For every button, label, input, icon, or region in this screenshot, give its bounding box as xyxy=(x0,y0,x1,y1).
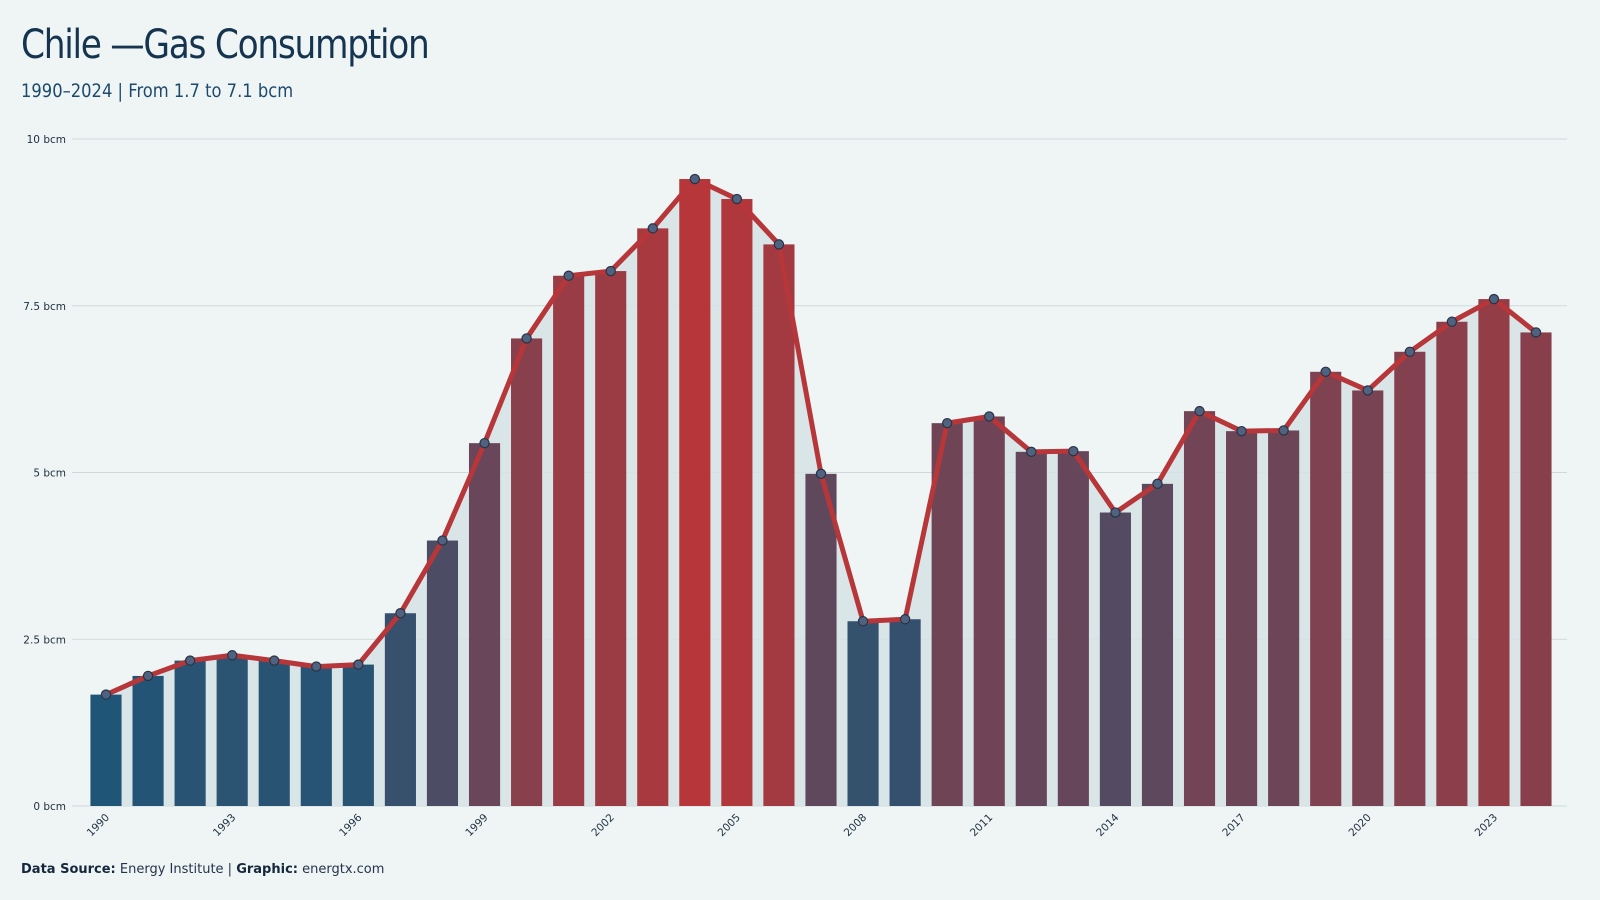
marker-1990 xyxy=(100,689,112,700)
bar-1995 xyxy=(300,666,332,806)
bar-2016 xyxy=(1183,411,1216,806)
x-tick-label: 1990 xyxy=(85,812,112,839)
bar-2008 xyxy=(847,621,879,806)
x-tick-label: 2002 xyxy=(589,812,616,839)
marker-2019 xyxy=(1320,366,1331,377)
marker-2000 xyxy=(521,333,532,344)
marker-2022 xyxy=(1446,316,1458,327)
bar-2013 xyxy=(1057,451,1089,806)
marker-1995 xyxy=(311,661,322,672)
bar-2023 xyxy=(1478,299,1510,806)
x-tick-label: 2008 xyxy=(842,812,869,839)
chart-subtitle: 1990–2024 | From 1.7 to 7.1 bcm xyxy=(21,80,294,102)
marker-1993 xyxy=(226,650,238,661)
marker-2006 xyxy=(773,239,785,250)
marker-2020 xyxy=(1362,385,1373,396)
marker-2010 xyxy=(941,417,953,429)
graphic-label: Graphic: xyxy=(236,862,298,877)
marker-2021 xyxy=(1404,346,1416,357)
marker-2024 xyxy=(1530,327,1542,338)
marker-2001 xyxy=(563,270,574,281)
bar-1999 xyxy=(468,443,501,806)
marker-1997 xyxy=(395,608,406,619)
bar-2012 xyxy=(1015,451,1047,806)
x-tick-label: 1999 xyxy=(463,812,490,839)
bar-2000 xyxy=(511,338,543,806)
bar-1997 xyxy=(384,613,416,806)
marker-2007 xyxy=(815,468,827,480)
bar-2002 xyxy=(595,271,627,806)
bar-2019 xyxy=(1310,371,1342,806)
y-tick-label: 0 bcm xyxy=(33,801,66,813)
marker-2004 xyxy=(689,173,701,185)
bar-2010 xyxy=(931,423,963,806)
x-tick-label: 1996 xyxy=(337,811,365,839)
marker-2017 xyxy=(1236,425,1247,437)
marker-2016 xyxy=(1194,405,1205,417)
marker-2018 xyxy=(1278,425,1289,436)
graphic-value: energtx.com xyxy=(302,862,385,877)
marker-2014 xyxy=(1110,507,1121,518)
bar-2015 xyxy=(1141,483,1174,806)
marker-2012 xyxy=(1026,446,1037,458)
x-tick-label: 2014 xyxy=(1094,811,1122,839)
bar-1990 xyxy=(90,694,122,806)
bar-1998 xyxy=(426,540,459,806)
bar-1993 xyxy=(216,655,248,806)
marker-2015 xyxy=(1152,478,1163,490)
bar-2009 xyxy=(889,619,921,806)
bar-2004 xyxy=(679,179,711,806)
bar-2006 xyxy=(763,244,795,807)
y-tick-label: 2.5 bcm xyxy=(23,634,66,646)
marker-1991 xyxy=(142,670,154,682)
chart-title: Chile —Gas Consumption xyxy=(21,22,430,68)
source-label: Data Source: xyxy=(21,862,116,877)
bar-2003 xyxy=(637,228,669,807)
bar-2024 xyxy=(1520,332,1552,806)
bar-2020 xyxy=(1352,390,1384,806)
marker-2013 xyxy=(1068,445,1079,457)
bar-1994 xyxy=(258,660,290,806)
x-tick-label: 2020 xyxy=(1346,812,1373,839)
bar-2011 xyxy=(973,416,1005,806)
marker-2005 xyxy=(731,193,743,205)
marker-1996 xyxy=(353,659,364,670)
bar-2005 xyxy=(721,199,753,806)
source-value: Energy Institute | xyxy=(119,862,233,877)
x-tick-label: 2023 xyxy=(1473,812,1500,839)
x-tick-label: 2011 xyxy=(968,812,995,839)
marker-1999 xyxy=(479,437,490,449)
marker-2002 xyxy=(605,265,616,277)
marker-2008 xyxy=(857,616,869,627)
marker-2023 xyxy=(1488,293,1500,305)
y-tick-label: 7.5 bcm xyxy=(23,301,66,313)
bar-2001 xyxy=(553,275,585,806)
x-tick-label: 2017 xyxy=(1220,812,1247,839)
y-tick-label: 5 bcm xyxy=(33,468,66,480)
x-tick-label: 2005 xyxy=(716,812,743,839)
x-tick-label: 1993 xyxy=(211,812,238,839)
marker-1994 xyxy=(269,655,280,666)
y-tick-label: 10 bcm xyxy=(27,134,66,146)
bar-2021 xyxy=(1394,351,1426,806)
bar-1992 xyxy=(174,660,206,806)
bar-2007 xyxy=(805,473,837,806)
marker-2009 xyxy=(899,614,911,625)
chart-footer: Data Source: Energy Institute | Graphic:… xyxy=(21,862,384,877)
marker-2011 xyxy=(984,411,995,422)
bar-1996 xyxy=(342,664,374,806)
marker-1992 xyxy=(184,655,196,666)
bar-2022 xyxy=(1436,321,1468,806)
marker-2003 xyxy=(647,223,658,234)
marker-1998 xyxy=(437,535,448,546)
bar-2017 xyxy=(1226,431,1258,806)
bar-1991 xyxy=(132,675,164,806)
bar-2014 xyxy=(1099,512,1131,806)
bar-2018 xyxy=(1268,430,1300,806)
